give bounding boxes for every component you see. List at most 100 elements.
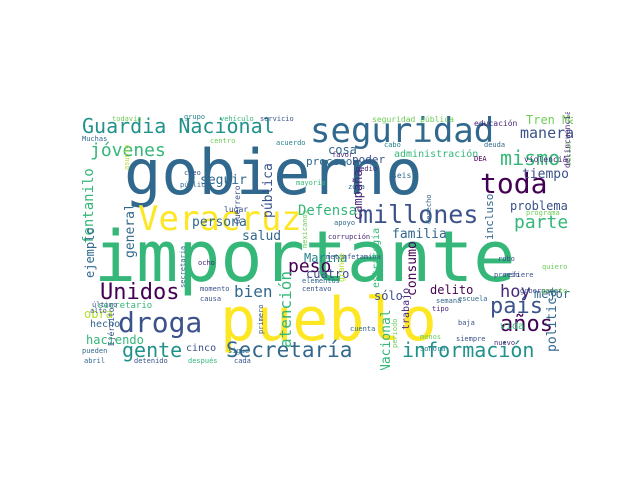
cloud-word: todavía xyxy=(112,115,142,123)
cloud-word: trabajo xyxy=(401,287,412,330)
cloud-word: bien xyxy=(234,282,273,301)
cloud-word: Defensa xyxy=(298,203,358,219)
cloud-word: DEA xyxy=(474,155,487,163)
cloud-word: seguir xyxy=(200,173,247,188)
cloud-word: poder xyxy=(352,153,386,166)
cloud-word: centro xyxy=(210,137,236,145)
cloud-word: salud xyxy=(242,229,282,244)
cloud-word: cinco xyxy=(186,343,217,354)
cloud-word: pueblo xyxy=(220,285,437,355)
cloud-word: toda xyxy=(480,167,548,200)
cloud-word: general xyxy=(123,203,138,258)
word-cloud: importante gobierno pueblo seguridad Ver… xyxy=(80,112,573,370)
cloud-word: haciendo xyxy=(86,333,144,347)
cloud-word: escuela xyxy=(458,295,488,303)
cloud-word: Veracruz xyxy=(138,199,302,239)
cloud-word: alto xyxy=(90,307,107,315)
cloud-word: menos xyxy=(420,333,442,341)
cloud-word: problema xyxy=(510,199,568,213)
cloud-word: años xyxy=(500,312,553,337)
cloud-word: asunto xyxy=(123,144,131,170)
cloud-word: Marina xyxy=(304,251,348,265)
cloud-word: seguridad xyxy=(310,112,495,151)
cloud-word: cada xyxy=(234,357,251,365)
cloud-word: cuenta xyxy=(350,325,376,333)
cloud-word: Tren Maya xyxy=(526,113,573,127)
cloud-word: programa xyxy=(526,209,560,217)
cloud-word: deuda xyxy=(484,141,506,149)
cloud-word: mexicanos xyxy=(301,210,309,248)
cloud-word: semana xyxy=(436,297,462,305)
cloud-word: favor xyxy=(332,151,354,159)
cloud-word: proceso xyxy=(306,155,353,168)
cloud-word: lugar xyxy=(224,205,249,214)
cloud-word: sigue xyxy=(228,347,250,355)
cloud-word: elementos xyxy=(302,277,340,285)
cloud-word: tipo xyxy=(432,305,449,313)
cloud-word: nuevo xyxy=(494,339,516,347)
cloud-word: país xyxy=(490,294,543,319)
cloud-word: política xyxy=(545,289,560,352)
cloud-word: periodo xyxy=(391,318,399,348)
cloud-word: hoy xyxy=(500,282,531,302)
cloud-word: cosa xyxy=(328,143,357,157)
cloud-word: gente xyxy=(122,338,183,362)
cloud-word: medio xyxy=(356,165,378,173)
cloud-word: público xyxy=(180,181,210,189)
cloud-word: ejemplo xyxy=(83,227,97,278)
cloud-word: servicio xyxy=(260,115,294,123)
cloud-word: hecho xyxy=(90,319,121,330)
cloud-word: sólo xyxy=(374,289,403,303)
cloud-word: secretario xyxy=(98,301,153,311)
cloud-word: momento xyxy=(200,285,230,293)
cloud-word: Guardia Nacional xyxy=(82,114,275,138)
cloud-word: seguridad pública xyxy=(372,115,454,124)
cloud-word: administración xyxy=(394,149,479,160)
cloud-word: delincuencia xyxy=(563,112,572,168)
cloud-word: último xyxy=(92,301,118,309)
cloud-word: acuerdo xyxy=(276,139,306,147)
cloud-word: educación xyxy=(474,119,518,128)
cloud-word: pública xyxy=(261,163,276,218)
cloud-word: gobernador xyxy=(520,287,563,295)
cloud-word: primero xyxy=(257,304,265,334)
cloud-word: derecho xyxy=(425,194,433,224)
cloud-word: manera xyxy=(520,124,573,142)
cloud-word: cuatro xyxy=(306,267,350,281)
cloud-word: abril xyxy=(84,357,106,365)
cloud-word: zona xyxy=(348,183,365,191)
cloud-word: obra xyxy=(84,307,113,321)
cloud-word: puerto xyxy=(542,287,568,295)
cloud-word: pueden xyxy=(82,347,108,355)
cloud-word: creo xyxy=(184,169,201,177)
cloud-word: causa xyxy=(200,295,222,303)
cloud-word: violencia xyxy=(524,155,568,164)
cloud-word: Sonora xyxy=(420,345,446,353)
cloud-word: delito xyxy=(430,283,474,297)
cloud-word: información xyxy=(402,338,535,362)
cloud-word: Ejército xyxy=(107,307,116,346)
cloud-word: ocho xyxy=(198,259,215,267)
cloud-word: campaña xyxy=(351,169,365,220)
cloud-word: persona xyxy=(192,215,247,230)
cloud-word: vehículo xyxy=(220,115,254,123)
cloud-word: quiero xyxy=(542,263,568,271)
cloud-word: después xyxy=(188,357,218,365)
cloud-word: jóvenes xyxy=(90,140,166,161)
cloud-word: gobierno xyxy=(124,136,423,209)
cloud-word: Muchas xyxy=(82,135,108,143)
cloud-word: millones xyxy=(358,200,479,229)
cloud-word: Unidos xyxy=(100,280,180,305)
cloud-word: robo xyxy=(498,255,515,263)
cloud-word: familia xyxy=(392,227,447,242)
cloud-word: siempre xyxy=(456,335,486,343)
cloud-word: centavo xyxy=(302,285,332,293)
cloud-word: vida xyxy=(500,321,525,332)
cloud-word: cabo xyxy=(384,141,401,149)
cloud-word: apoyo xyxy=(334,219,356,227)
cloud-word: metanfetamina xyxy=(326,253,381,261)
cloud-word: precio xyxy=(494,271,520,279)
cloud-word: atención xyxy=(276,270,295,348)
cloud-word: droga xyxy=(118,306,203,339)
cloud-word: Secretaría xyxy=(226,338,353,362)
